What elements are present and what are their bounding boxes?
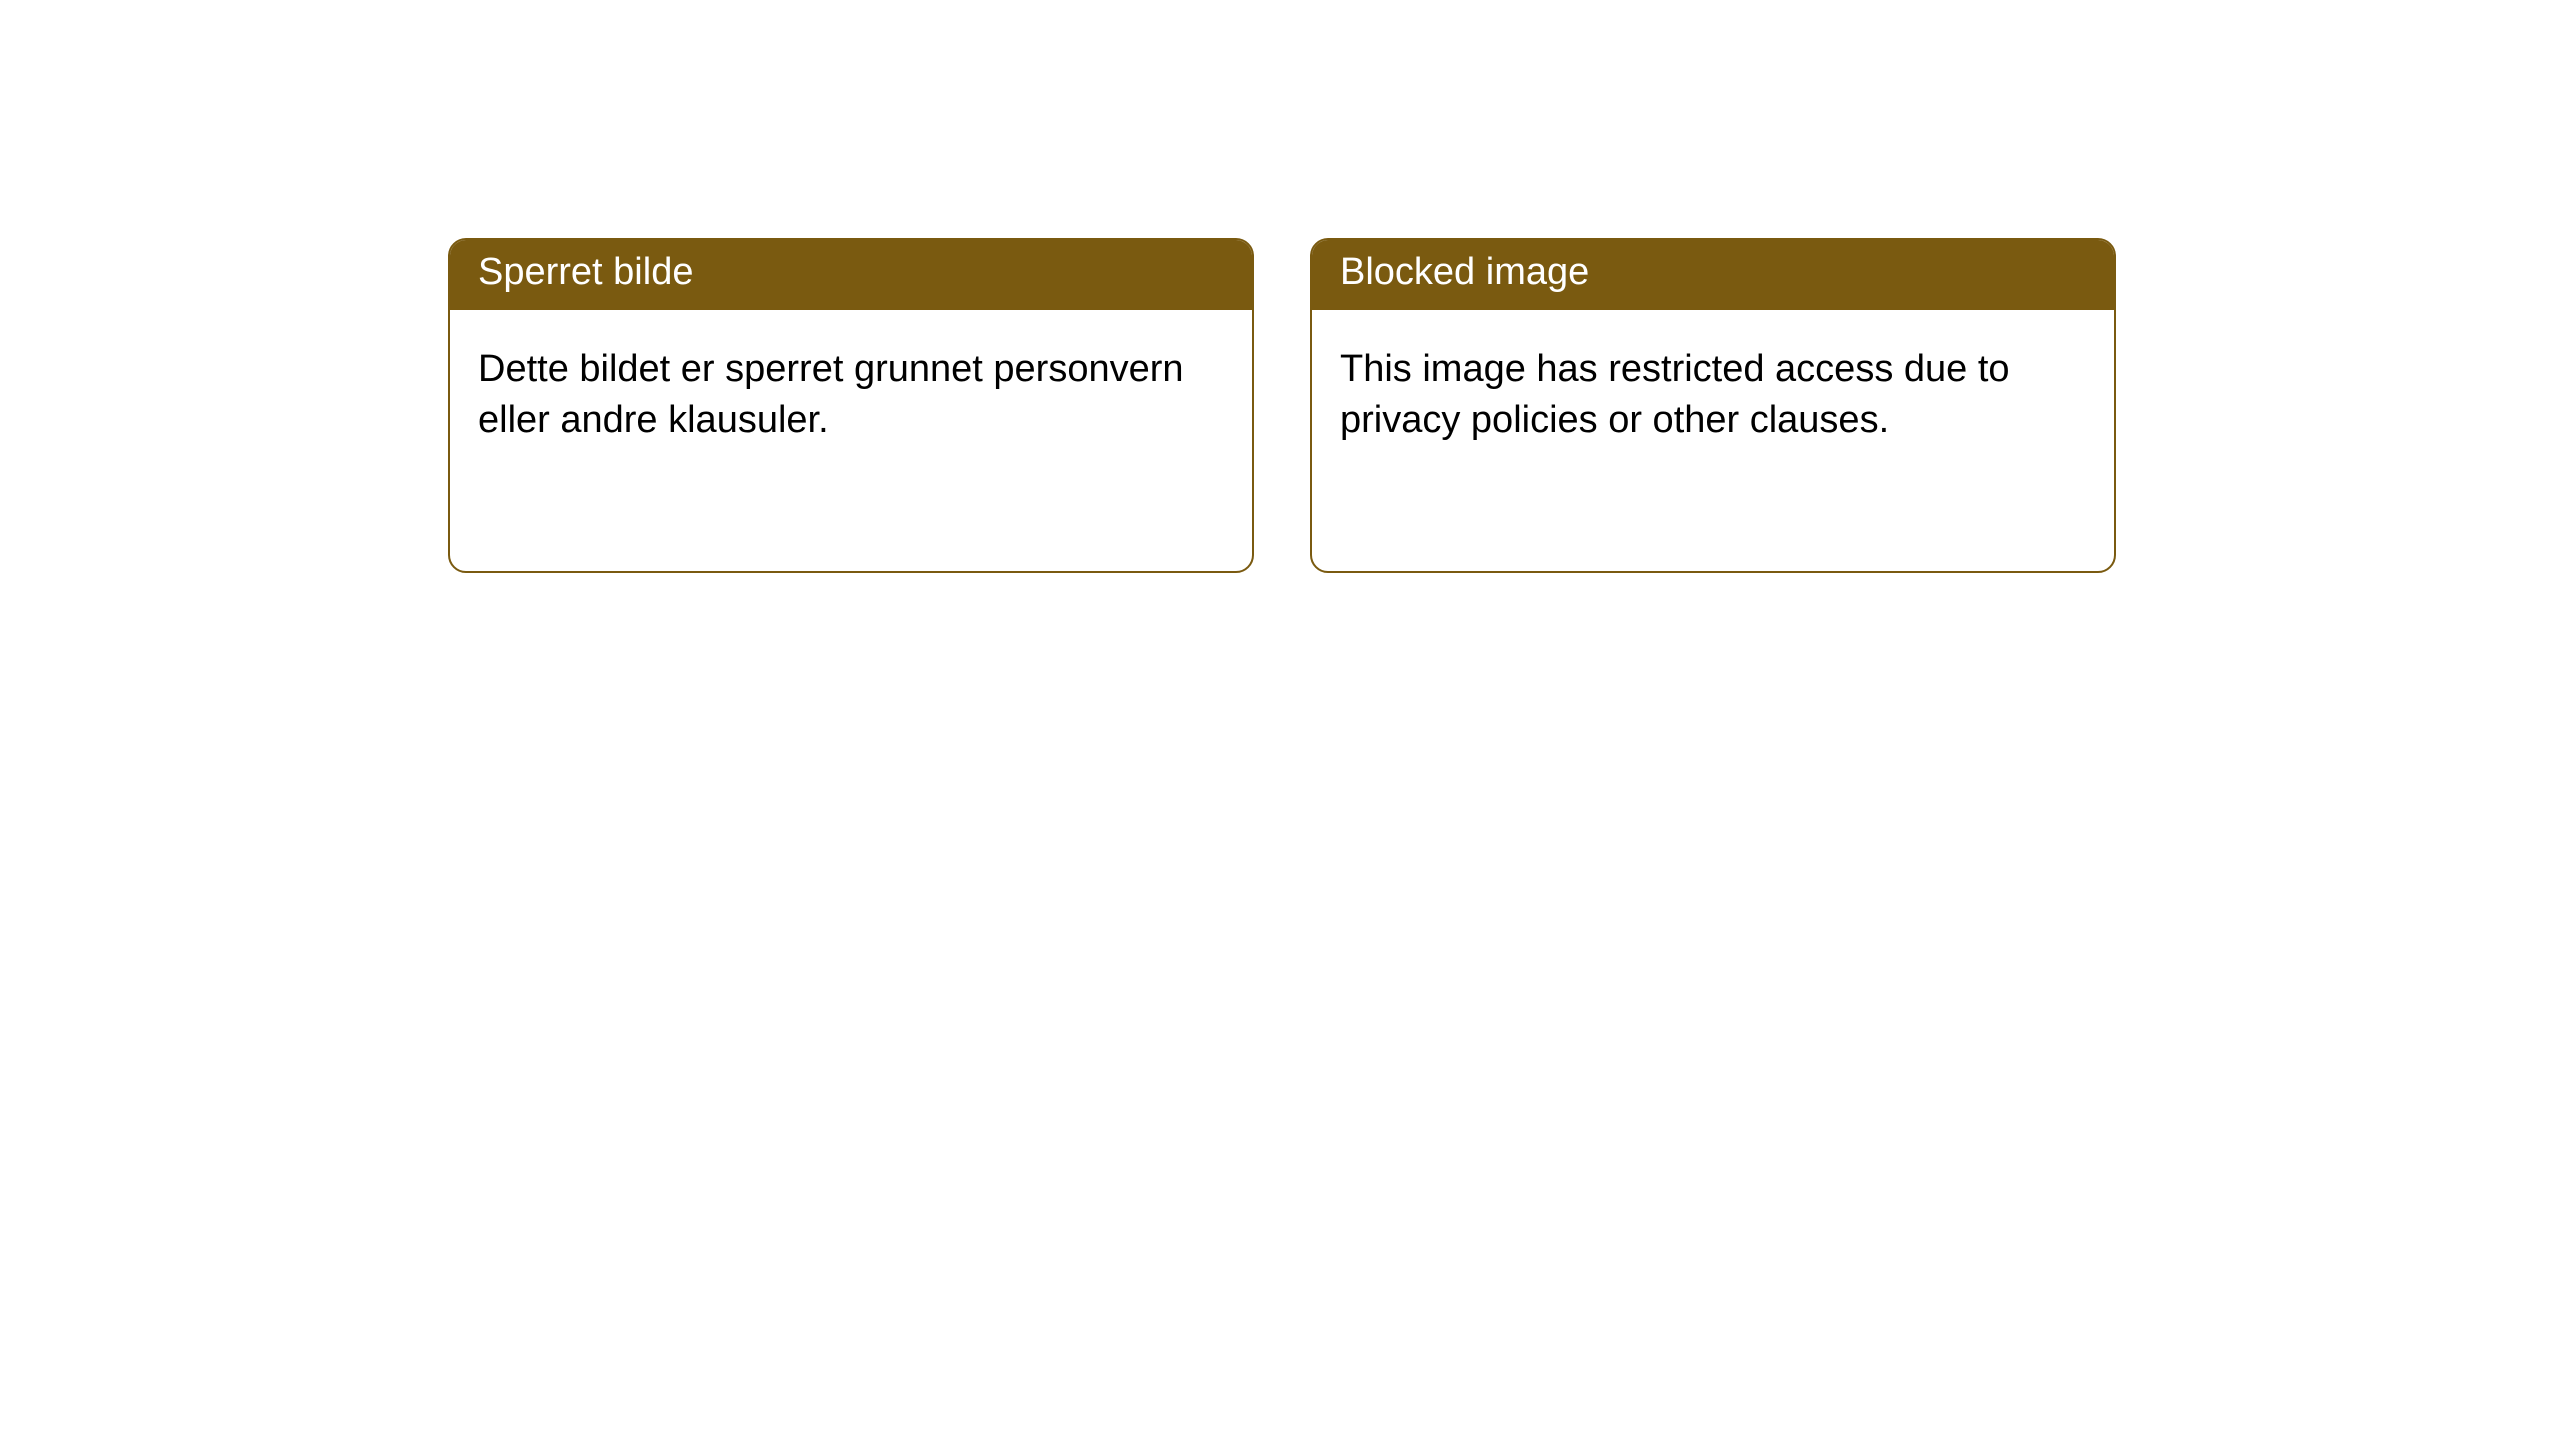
notice-card-body: This image has restricted access due to … [1312,310,2114,481]
notice-card-title: Sperret bilde [450,240,1252,310]
notice-card-title: Blocked image [1312,240,2114,310]
notice-card-body: Dette bildet er sperret grunnet personve… [450,310,1252,481]
notice-container: Sperret bilde Dette bildet er sperret gr… [0,0,2560,573]
notice-card-norwegian: Sperret bilde Dette bildet er sperret gr… [448,238,1254,573]
notice-card-english: Blocked image This image has restricted … [1310,238,2116,573]
